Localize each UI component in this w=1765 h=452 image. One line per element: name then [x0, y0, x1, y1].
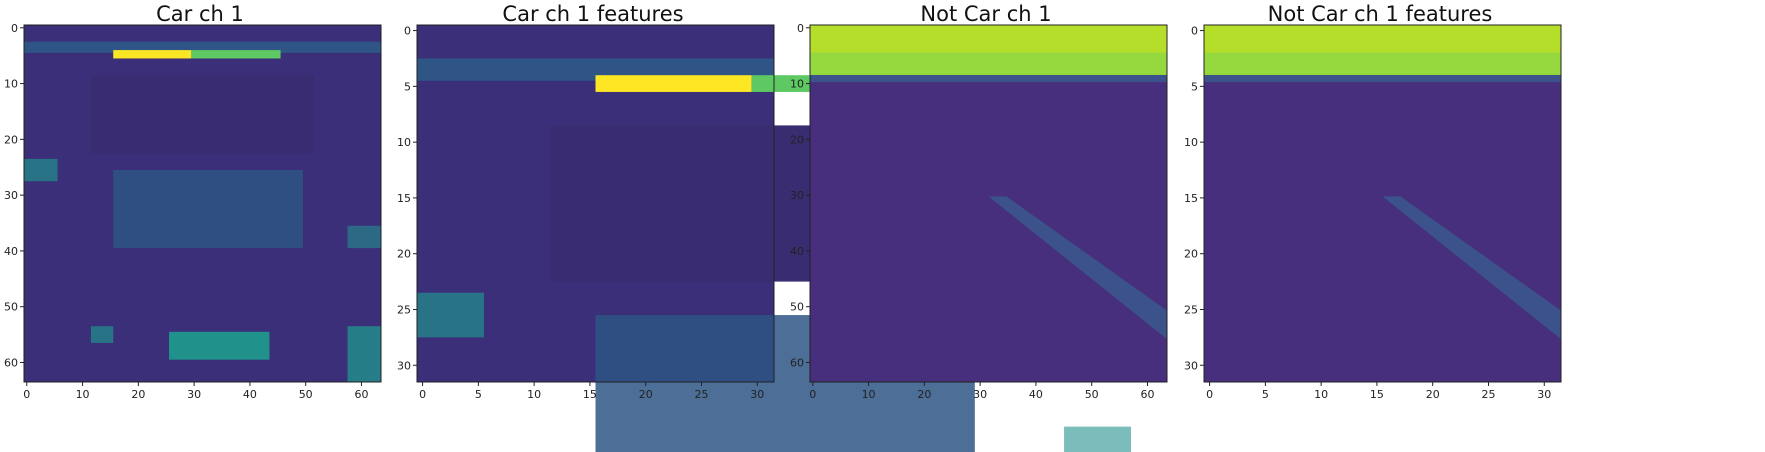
x-tick-label: 30 [1537, 388, 1551, 401]
y-tick-label: 10 [397, 136, 411, 149]
image-horizon-line [1204, 74, 1561, 83]
y-tick-label: 30 [4, 189, 18, 202]
image-bumper-light [169, 331, 270, 360]
x-tick-label: 25 [694, 388, 708, 401]
y-tick-label: 5 [1191, 80, 1198, 93]
image-lane-marking [988, 196, 1167, 340]
y-tick-label: 0 [11, 22, 18, 35]
y-tick-label: 40 [4, 245, 18, 258]
y-tick-label: 30 [1184, 359, 1198, 372]
image-roofline [24, 41, 381, 53]
image-area [810, 25, 1167, 382]
x-tick-label: 10 [862, 388, 876, 401]
y-tick-label: 30 [397, 359, 411, 372]
y-tick-label: 25 [397, 303, 411, 316]
x-tick-label: 15 [1370, 388, 1384, 401]
image-axes: 0 10 20 30 40 50 60 0 10 20 30 40 50 60 [4, 22, 382, 401]
x-tick-label: 30 [187, 388, 201, 401]
panel-title: Not Car ch 1 [920, 2, 1052, 26]
image-side-edge [1064, 426, 1131, 452]
y-tick-label: 60 [4, 356, 18, 369]
y-tick-label: 20 [790, 133, 804, 146]
y-tick-label: 40 [790, 245, 804, 258]
image-sky-band-lower [810, 52, 1167, 75]
y-tick-label: 20 [4, 133, 18, 146]
y-tick-label: 15 [397, 192, 411, 205]
y-tick-label: 20 [397, 248, 411, 261]
x-tick-label: 40 [243, 388, 257, 401]
x-tick-label: 10 [76, 388, 90, 401]
x-tick-label: 0 [1206, 388, 1213, 401]
panel-title: Car ch 1 [156, 2, 244, 26]
x-tick-label: 5 [475, 388, 482, 401]
x-tick-label: 30 [973, 388, 987, 401]
x-tick-label: 20 [1426, 388, 1440, 401]
panel-car: Car ch 1 0 10 20 30 40 50 60 0 10 20 30 40 50 60 [0, 0, 400, 452]
panel-not-car-features: Not Car ch 1 features 0 5 10 15 20 25 30 0 5 10 15… [1180, 0, 1580, 452]
image-axes: 0 10 20 30 40 50 60 0 10 20 30 40 50 60 [790, 22, 1168, 401]
image-car-body [113, 170, 303, 249]
image-lane-marking [1382, 196, 1561, 340]
y-tick-label: 0 [1191, 25, 1198, 38]
x-tick-label: 0 [809, 388, 816, 401]
x-tick-label: 5 [1262, 388, 1269, 401]
x-tick-label: 0 [23, 388, 30, 401]
axes-frame [1203, 24, 1562, 383]
x-tick-label: 15 [583, 388, 597, 401]
panel-not-car: Not Car ch 1 0 10 20 30 40 50 60 0 10 20 30 40 50 60 [786, 0, 1186, 452]
y-tick-label: 0 [797, 22, 804, 35]
image-side-edge [24, 158, 58, 182]
image-highlight [113, 50, 192, 59]
x-tick-label: 20 [639, 388, 653, 401]
x-tick-label: 50 [299, 388, 313, 401]
axes-frame [23, 24, 382, 383]
image-side-edge [347, 225, 381, 249]
image-windshield [90, 75, 315, 154]
x-tick-label: 10 [527, 388, 541, 401]
image-background [810, 25, 1167, 382]
axes-frame [416, 24, 775, 383]
x-tick-label: 10 [1314, 388, 1328, 401]
image-area [24, 25, 381, 382]
x-tick-label: 20 [131, 388, 145, 401]
image-bumper-light [90, 326, 114, 343]
y-tick-label: 50 [4, 301, 18, 314]
y-tick-label: 20 [1184, 248, 1198, 261]
panel-car-features: Car ch 1 features 0 5 10 15 20 25 30 0 5 10 15 20 25… [393, 0, 1131, 452]
image-horizon-line [810, 74, 1167, 83]
x-tick-label: 60 [1140, 388, 1154, 401]
image-background [1204, 25, 1561, 382]
x-tick-label: 0 [419, 388, 426, 401]
axes-frame [809, 24, 1168, 383]
x-tick-label: 40 [1029, 388, 1043, 401]
image-highlight [191, 50, 281, 59]
panel-title: Car ch 1 features [502, 2, 684, 26]
x-tick-label: 50 [1085, 388, 1099, 401]
y-tick-label: 10 [1184, 136, 1198, 149]
y-tick-label: 10 [790, 78, 804, 91]
panel-title: Not Car ch 1 features [1267, 2, 1493, 26]
y-tick-label: 10 [4, 78, 18, 91]
x-tick-label: 60 [354, 388, 368, 401]
y-tick-label: 0 [404, 25, 411, 38]
image-bumper-light [347, 326, 381, 382]
image-sky-band-lower [1204, 52, 1561, 75]
y-tick-label: 15 [1184, 192, 1198, 205]
y-tick-label: 25 [1184, 303, 1198, 316]
y-tick-label: 50 [790, 301, 804, 314]
y-tick-label: 60 [790, 356, 804, 369]
x-tick-label: 20 [917, 388, 931, 401]
y-tick-label: 5 [404, 80, 411, 93]
image-axes: 0 5 10 15 20 25 30 0 5 10 15 20 25 30 [397, 24, 1131, 452]
y-tick-label: 30 [790, 189, 804, 202]
image-area [1204, 25, 1561, 382]
image-side-edge [417, 292, 484, 338]
image-highlight [595, 75, 752, 92]
x-tick-label: 25 [1481, 388, 1495, 401]
image-axes: 0 5 10 15 20 25 30 0 5 10 15 20 25 30 [1184, 24, 1562, 401]
x-tick-label: 30 [750, 388, 764, 401]
